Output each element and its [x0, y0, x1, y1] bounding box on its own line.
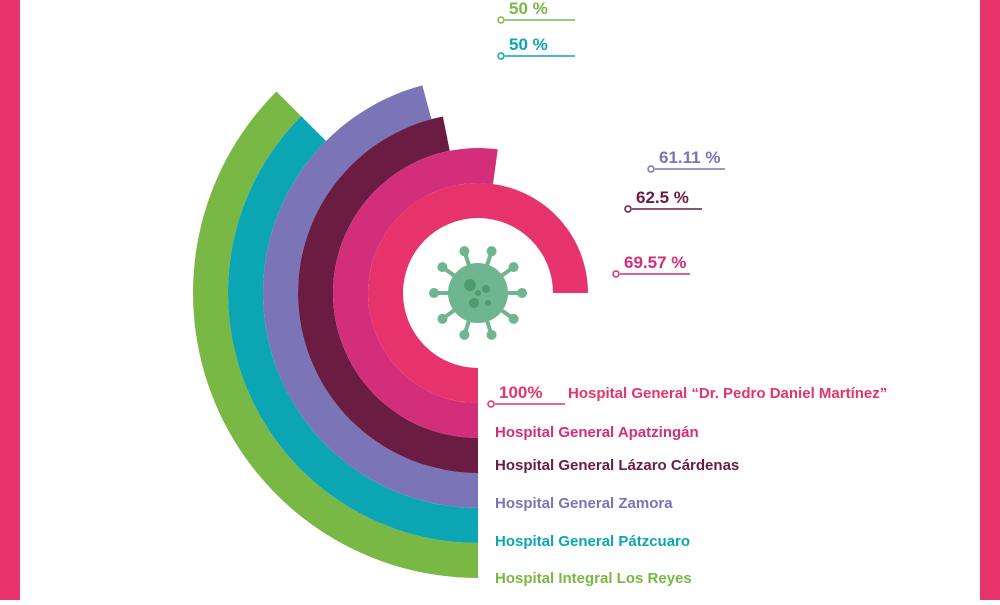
ring-bar — [263, 85, 478, 601]
ring-bar — [227, 116, 478, 601]
value-label: 69.57 % — [612, 253, 690, 278]
category-label: Hospital General Zamora — [495, 495, 673, 512]
svg-text:50 %: 50 % — [509, 35, 548, 54]
value-label: 100% — [487, 383, 565, 408]
value-label: 50 % — [497, 35, 575, 60]
ring-bar — [333, 148, 498, 600]
category-label: Hospital General Apatzingán — [495, 424, 699, 441]
category-label: Hospital General Pátzcuaro — [495, 533, 690, 550]
svg-text:50 %: 50 % — [509, 0, 548, 18]
category-label: Hospital Integral Los Reyes — [495, 570, 692, 587]
value-label: 62.5 % — [624, 188, 702, 213]
left-frame-bar — [0, 0, 20, 600]
category-label: Hospital General Lázaro Cárdenas — [495, 457, 739, 474]
value-label: 50 % — [497, 0, 575, 24]
ring-bar — [297, 116, 478, 600]
svg-text:69.57 %: 69.57 % — [624, 253, 686, 272]
category-labels: Hospital General “Dr. Pedro Daniel Martí… — [495, 385, 887, 587]
svg-text:61.11 %: 61.11 % — [659, 148, 720, 167]
virus-icon — [429, 246, 527, 340]
right-frame-bar — [980, 0, 1000, 600]
value-labels: 100% 69.57 % 62.5 % 61.11 % 50 % 50 % — [487, 0, 725, 408]
category-label: Hospital General “Dr. Pedro Daniel Martí… — [568, 385, 887, 402]
value-label: 61.11 % — [647, 148, 725, 173]
svg-text:62.5 %: 62.5 % — [636, 188, 689, 207]
ring-bar — [368, 183, 588, 600]
svg-text:100%: 100% — [499, 383, 542, 402]
ring-bar — [192, 91, 478, 601]
chart-bars — [192, 85, 588, 601]
